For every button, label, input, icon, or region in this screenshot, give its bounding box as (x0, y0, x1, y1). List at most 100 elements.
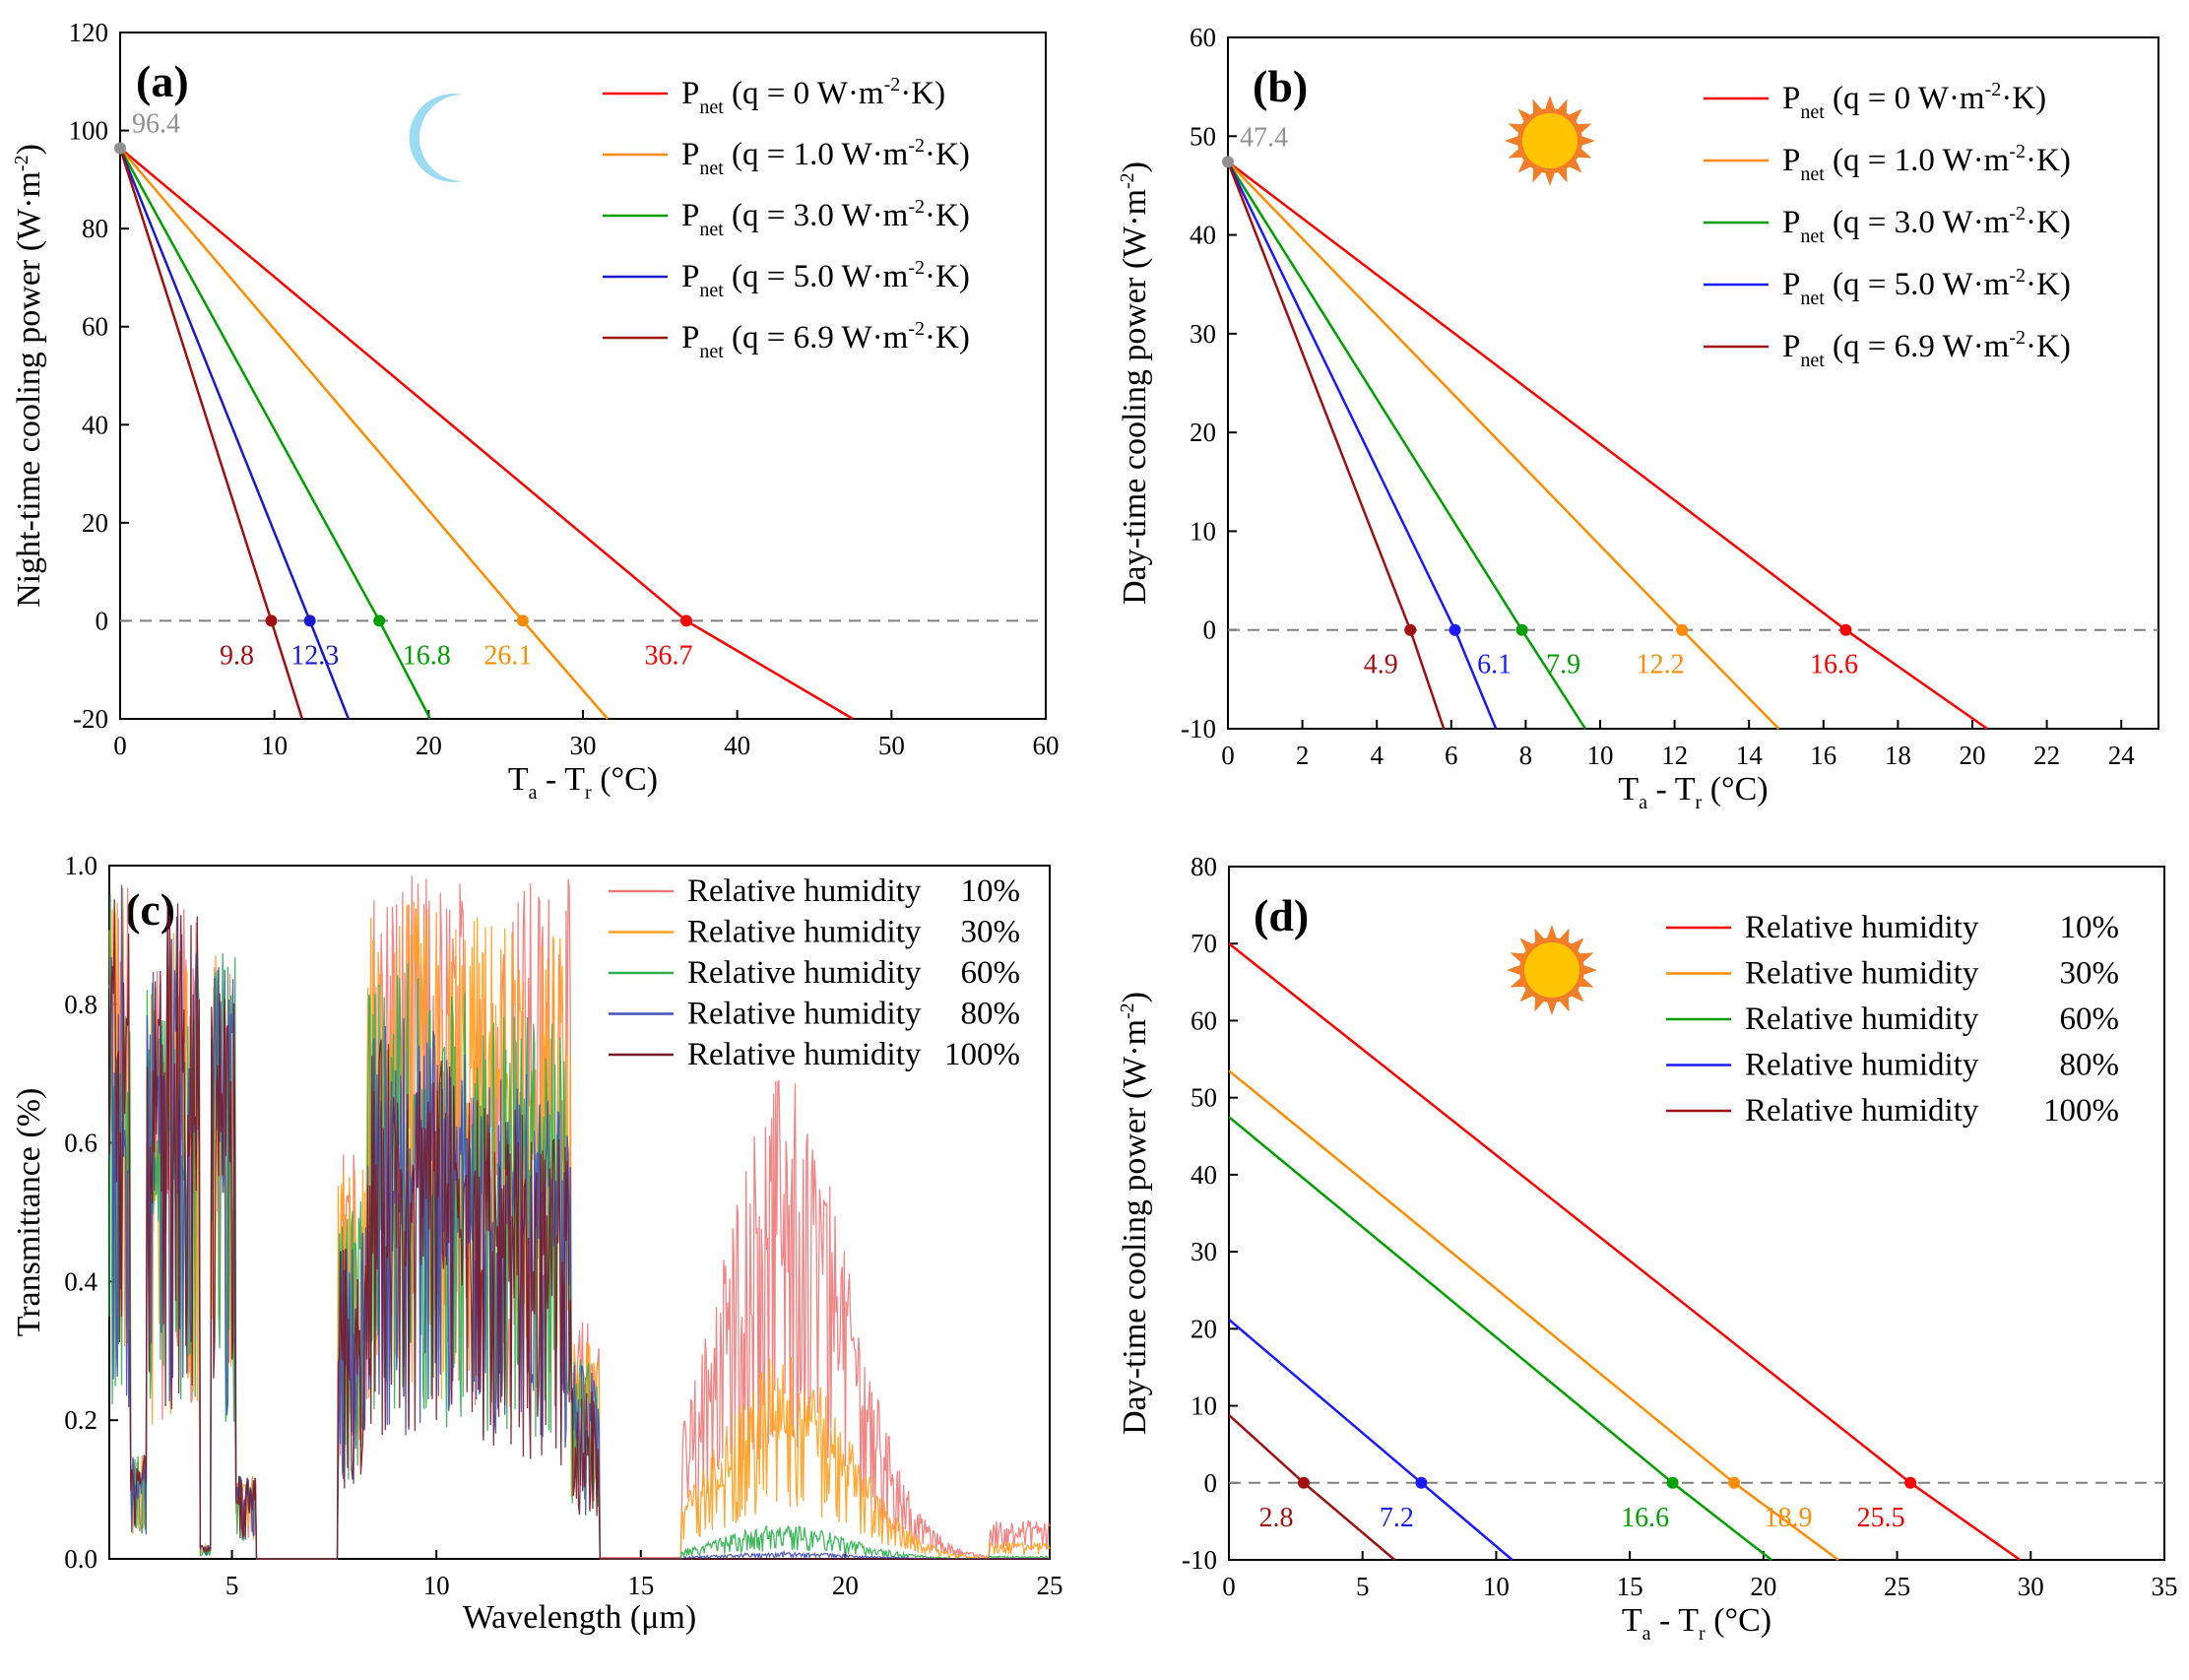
legend-label-1: Relative humidity (1745, 956, 1979, 992)
legend-pct-4: 100% (2043, 1093, 2119, 1129)
start-point (114, 142, 126, 155)
legend-label-4: Relative humidity (1745, 1093, 1979, 1129)
y-tick-label: 0.0 (64, 1544, 97, 1574)
x-tick-label: 20 (1750, 1572, 1776, 1601)
legend-pct-2: 60% (961, 955, 1021, 991)
x-tick-label: 25 (1037, 1571, 1063, 1600)
y-tick-label: 20 (82, 508, 108, 538)
y-tick-label: 50 (1190, 121, 1216, 151)
x-tick-label: 8 (1519, 741, 1533, 770)
y-tick-label: 0.4 (64, 1266, 97, 1296)
x-tick-label: 0 (1221, 741, 1235, 770)
plot-frame (1228, 866, 2165, 1561)
panel-letter: (b) (1253, 61, 1308, 111)
panel-c: 5 10 15 20 250.00.20.40.60.81.0(c) Relative h… (11, 851, 1063, 1636)
legend-entry-4: Pnet (q = 6.9 W·m-2·K) (1782, 327, 2071, 371)
sun-icon (1505, 96, 1595, 186)
zero-point-0 (1904, 1476, 1917, 1489)
y-tick-label: 0 (1203, 615, 1217, 645)
y-tick-label: 0.8 (64, 990, 97, 1019)
zero-label-0: 16.6 (1810, 650, 1858, 680)
zero-point-4 (265, 614, 278, 627)
y-tick-label: -10 (1182, 1545, 1217, 1575)
x-tick-label: 16 (1810, 741, 1836, 770)
y-tick-label: 20 (1190, 418, 1216, 447)
x-tick-label: 18 (1885, 741, 1911, 770)
zero-label-4: 2.8 (1259, 1503, 1294, 1533)
legend-entry-1: Pnet (q = 1.0 W·m-2·K) (681, 135, 970, 179)
legend-pct-4: 100% (944, 1037, 1020, 1072)
y-tick-label: 0 (96, 606, 109, 635)
y-tick-label: 30 (1191, 1237, 1217, 1266)
x-tick-label: 20 (832, 1571, 859, 1600)
legend-pct-2: 60% (2060, 1002, 2120, 1037)
x-tick-label: 22 (2033, 741, 2060, 770)
legend-pct-0: 10% (961, 873, 1021, 909)
x-tick-label: 24 (2108, 741, 2136, 770)
x-tick-label: 30 (2018, 1572, 2044, 1601)
x-tick-label: 10 (423, 1571, 450, 1600)
x-tick-label: 35 (2152, 1572, 2178, 1601)
zero-point-3 (1415, 1476, 1428, 1489)
panel-letter: (a) (136, 56, 189, 106)
x-tick-label: 30 (570, 731, 597, 760)
panel-letter: (d) (1254, 890, 1309, 940)
x-tick-label: 50 (878, 731, 905, 760)
series-line-2 (1226, 161, 1586, 730)
x-tick-label: 4 (1370, 741, 1384, 770)
zero-label-1: 12.2 (1637, 650, 1685, 680)
zero-label-3: 6.1 (1477, 650, 1512, 680)
x-axis-label: Ta - Tr (°C) (1622, 1602, 1771, 1645)
zero-point-2 (373, 614, 386, 627)
x-tick-label: 5 (225, 1571, 239, 1600)
series-line-1 (1227, 161, 1780, 730)
x-tick-label: 15 (1617, 1572, 1643, 1601)
panel-d: 0 5 10 15 20 25 30 35-100102030405060708025.518… (1117, 852, 2178, 1645)
legend-label-3: Relative humidity (687, 997, 922, 1032)
legend-label-2: Relative humidity (1745, 1002, 1979, 1037)
series-line-4 (1226, 161, 1446, 730)
x-tick-label: 6 (1445, 741, 1458, 770)
legend-label-0: Relative humidity (687, 873, 922, 909)
y-tick-label: 10 (1191, 1391, 1217, 1421)
y-axis-label: Day-time cooling power (W·m-2) (1117, 992, 1153, 1435)
zero-point-4 (1298, 1476, 1310, 1489)
x-tick-label: 2 (1296, 741, 1310, 770)
legend-pct-3: 80% (961, 997, 1021, 1032)
y-tick-label: 50 (1191, 1083, 1217, 1113)
series-line-0 (119, 147, 854, 721)
x-tick-label: 10 (1483, 1572, 1510, 1601)
y-tick-label: -20 (73, 704, 108, 734)
zero-point-1 (516, 614, 529, 627)
series-line-4 (1228, 1413, 1396, 1561)
zero-point-0 (679, 614, 692, 627)
series-line-3 (118, 148, 351, 720)
x-tick-label: 12 (1661, 741, 1688, 770)
x-tick-label: 0 (1222, 1572, 1236, 1601)
legend-entry-0: Pnet (q = 0 W·m-2·K) (1782, 79, 2046, 123)
legend-label-3: Relative humidity (1745, 1048, 1979, 1083)
x-axis-label: Ta - Tr (°C) (1618, 771, 1768, 813)
y-tick-label: 60 (82, 312, 108, 342)
legend-label-1: Relative humidity (687, 915, 922, 950)
y-tick-label: 40 (1190, 221, 1216, 250)
legend-entry-0: Pnet (q = 0 W·m-2·K) (681, 74, 945, 118)
y-tick-label: 70 (1191, 929, 1217, 958)
y-tick-label: 100 (69, 116, 109, 146)
x-tick-label: 15 (627, 1571, 654, 1600)
legend-entry-2: Pnet (q = 3.0 W·m-2·K) (681, 196, 970, 240)
legend-entry-4: Pnet (q = 6.9 W·m-2·K) (681, 318, 970, 362)
x-axis-label: Ta - Tr (°C) (508, 761, 658, 804)
x-tick-label: 10 (1587, 741, 1614, 770)
spectrum-line-4 (108, 899, 1050, 1560)
y-tick-label: 40 (1191, 1160, 1217, 1190)
legend-pct-3: 80% (2060, 1048, 2120, 1083)
zero-label-1: 18.9 (1765, 1503, 1813, 1533)
sun-icon (1507, 925, 1597, 1015)
x-tick-label: 5 (1356, 1572, 1370, 1601)
series-line-4 (118, 148, 304, 720)
legend-label-4: Relative humidity (687, 1037, 922, 1072)
y-axis-label: Day-time cooling power (W·m-2) (1117, 162, 1153, 605)
